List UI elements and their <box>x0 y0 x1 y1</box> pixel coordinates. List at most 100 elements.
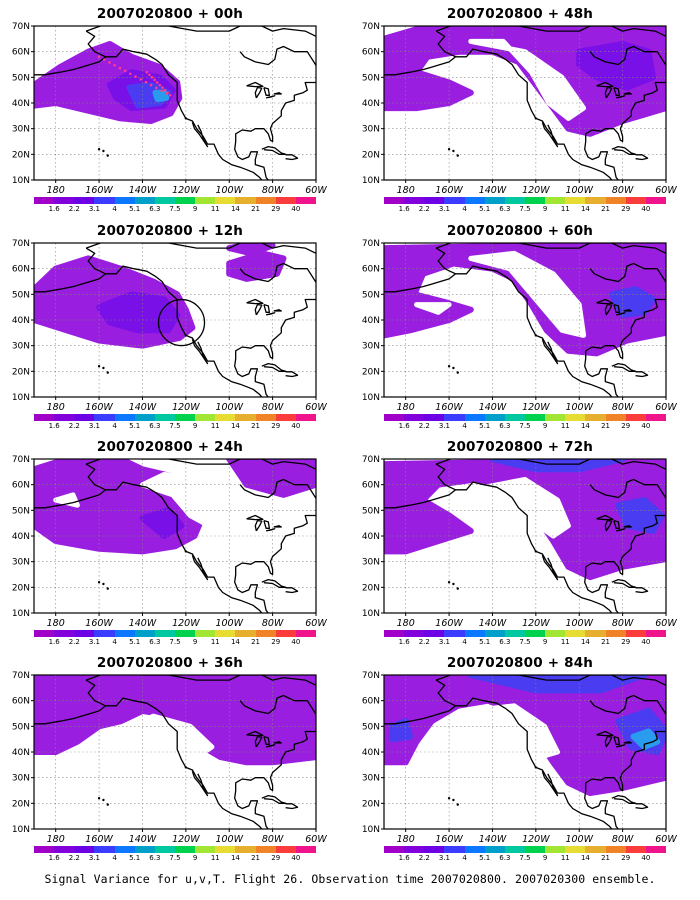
colorbar-swatch <box>54 414 75 421</box>
lon-tick-label: 120W <box>172 618 200 629</box>
coastline <box>589 45 665 66</box>
lat-tick-label: 40N <box>362 532 380 542</box>
lat-tick-label: 50N <box>362 73 380 83</box>
colorbar-label: 11 <box>210 638 220 646</box>
colorbar-label: 11 <box>560 205 570 213</box>
map-plot: 10N 20N 30N 40N 50N 60N 70N 180 160W 140W 120W 100W… <box>362 671 678 845</box>
coastline <box>85 459 316 470</box>
colorbar-label: 2.2 <box>68 422 80 430</box>
coastline <box>246 298 264 305</box>
colorbar-label: 4 <box>462 205 467 213</box>
colorbar-swatch <box>585 846 606 853</box>
flight-track-point <box>113 63 116 67</box>
colorbar-labels: 1.6 2.2 3.1 4 5.1 6.3 7.5 9 11 14 21 29 40 <box>384 638 666 648</box>
flight-track-point <box>97 55 101 59</box>
lon-tick-label: 120W <box>522 185 550 196</box>
colorbar-swatch <box>134 414 155 421</box>
variance-region <box>226 243 276 257</box>
lon-tick-label: 60W <box>305 834 327 845</box>
low-variance-gap <box>468 250 587 338</box>
coastline <box>234 494 316 613</box>
colorbar-swatch <box>625 846 646 853</box>
low-variance-gap <box>140 471 237 534</box>
lat-tick-label: 30N <box>362 125 380 135</box>
colorbar-swatch <box>384 197 405 204</box>
coastline <box>584 278 666 397</box>
lon-tick-label: 60W <box>305 185 327 196</box>
colorbar-swatch <box>74 414 95 421</box>
lon-tick-label: 100W <box>215 402 243 413</box>
colorbar-swatch <box>384 846 405 853</box>
colorbar-swatch <box>504 630 525 637</box>
lon-tick-label: 180 <box>397 402 415 413</box>
coastline <box>239 45 315 66</box>
colorbar-swatch <box>94 846 115 853</box>
colorbar-label: 3.1 <box>438 638 450 646</box>
coastline <box>604 86 613 99</box>
colorbar-swatch <box>504 846 525 853</box>
colorbar-swatch <box>464 414 485 421</box>
panel-title: 2007020800 + 24h <box>96 439 244 455</box>
lon-tick-label: 60W <box>655 185 677 196</box>
map-panel-p00: 2007020800 + 00h 10N 20N 30N 40N 50N 60N 70N 180… <box>0 6 340 224</box>
colorbar-labels: 1.6 2.2 3.1 4 5.1 6.3 7.5 9 11 14 21 29 40 <box>384 205 666 215</box>
colorbar-swatch <box>585 197 606 204</box>
colorbar-label: 21 <box>251 854 261 862</box>
map-plot: 10N 20N 30N 40N 50N 60N 70N 180 160W 140W 120W 100W… <box>362 22 678 196</box>
colorbar-swatch <box>134 630 155 637</box>
colorbar-label: 21 <box>601 854 611 862</box>
coastline <box>85 243 316 254</box>
island <box>447 797 451 800</box>
lat-tick-label: 20N <box>12 583 30 593</box>
coastline <box>239 478 315 499</box>
coastline <box>285 154 299 161</box>
colorbar-label: 29 <box>271 205 281 213</box>
colorbar-swatch <box>94 414 115 421</box>
flight-track-point <box>139 78 143 81</box>
island <box>452 149 455 153</box>
colorbar <box>384 630 666 637</box>
lon-tick-label: 160W <box>85 834 113 845</box>
island <box>102 366 105 370</box>
coastline <box>384 56 457 76</box>
colorbar-swatch <box>585 414 606 421</box>
lat-tick-label: 40N <box>12 532 30 542</box>
colorbar-label: 9 <box>192 638 198 646</box>
colorbar-label: 40 <box>641 638 651 646</box>
lat-tick-label: 30N <box>12 342 30 352</box>
panel-title: 2007020800 + 84h <box>446 655 594 671</box>
colorbar-swatch <box>484 846 505 853</box>
coastline <box>623 92 632 95</box>
coastline <box>615 95 626 99</box>
coastline <box>635 371 649 378</box>
colorbar-label: 2.2 <box>68 854 80 862</box>
lat-tick-label: 50N <box>362 722 380 732</box>
lat-tick-label: 70N <box>362 455 380 465</box>
island <box>534 117 538 120</box>
colorbar-label: 21 <box>251 205 261 213</box>
colorbar-label: 5.1 <box>129 638 141 646</box>
colorbar-label: 6.3 <box>149 638 161 646</box>
map-plot: 10N 20N 30N 40N 50N 60N 70N 180 160W 140W 120W 100W… <box>12 671 328 845</box>
lat-tick-label: 20N <box>12 799 30 809</box>
island <box>97 581 101 584</box>
coastline <box>34 489 107 509</box>
lat-tick-label: 70N <box>362 671 380 681</box>
colorbar-swatch <box>215 197 236 204</box>
variance-region <box>467 675 648 694</box>
colorbar-label: 3.1 <box>88 854 100 862</box>
colorbar-label: 1.6 <box>48 638 60 646</box>
colorbar-label: 29 <box>621 854 631 862</box>
island <box>447 581 451 584</box>
colorbar-label: 5.1 <box>129 854 141 862</box>
colorbar-label: 7.5 <box>169 854 181 862</box>
colorbar-label: 21 <box>601 205 611 213</box>
lon-tick-label: 180 <box>47 834 65 845</box>
flight-track-point <box>153 78 156 82</box>
coastline <box>596 514 614 521</box>
coastline <box>263 303 271 313</box>
lat-tick-label: 30N <box>362 342 380 352</box>
colorbar-swatch <box>174 414 196 421</box>
lon-tick-label: 80W <box>612 834 634 845</box>
low-variance-gap <box>479 95 500 109</box>
